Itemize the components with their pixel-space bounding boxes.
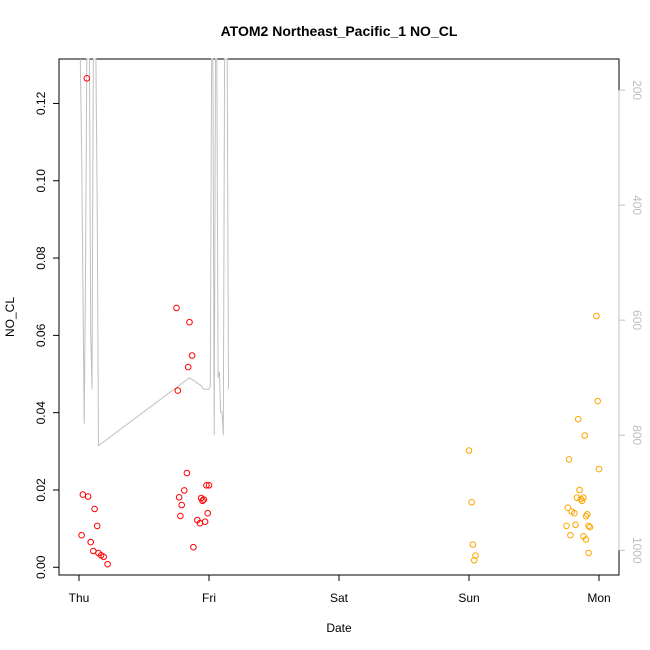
- axes-layer: Thu Fri Sat Sun Mon 0.00 0.02 0.04 0.06 0.08 0.10 0…: [34, 80, 644, 605]
- altitude-line-layer: [79, 58, 229, 447]
- data-point-red-8: [100, 553, 107, 561]
- data-point-red-29: [205, 482, 213, 489]
- y-axis-label: NO_CL: [3, 297, 17, 337]
- data-point-red-15: [184, 363, 192, 371]
- data-point-red-21: [177, 512, 184, 520]
- data-point-orange-16: [578, 497, 586, 505]
- data-point-orange-0: [465, 447, 473, 454]
- data-point-red-4: [87, 538, 94, 546]
- data-point-orange-5: [565, 456, 573, 463]
- data-points-layer: [78, 75, 603, 568]
- data-point-red-9: [104, 560, 111, 568]
- data-point-orange-4: [470, 557, 478, 564]
- data-point-orange-26: [593, 312, 600, 320]
- data-point-red-17: [183, 469, 191, 477]
- y2-tick-label-200: 200: [630, 80, 644, 100]
- data-point-orange-20: [584, 511, 591, 518]
- data-point-orange-8: [571, 509, 578, 517]
- data-point-orange-10: [567, 531, 574, 539]
- data-point-orange-25: [585, 549, 592, 557]
- y2-tick-label-600: 600: [630, 310, 644, 330]
- y-tick-label-0.00: 0.00: [34, 555, 48, 579]
- y-tick-label-0.02: 0.02: [34, 478, 48, 502]
- plot-frame: [58, 58, 620, 576]
- data-point-red-20: [178, 501, 185, 509]
- data-point-red-28: [203, 482, 210, 489]
- data-point-red-1: [84, 493, 92, 500]
- data-point-red-31: [190, 543, 197, 551]
- data-point-red-16: [174, 387, 182, 394]
- y2-tick-label-400: 400: [630, 195, 644, 215]
- data-point-orange-3: [472, 552, 479, 560]
- data-point-orange-24: [582, 536, 590, 543]
- data-point-red-26: [200, 496, 208, 503]
- data-point-red-27: [201, 518, 209, 526]
- data-point-orange-28: [595, 465, 603, 473]
- data-point-red-30: [204, 509, 211, 517]
- x-axis-label: Date: [326, 621, 352, 635]
- data-point-red-13: [186, 318, 193, 326]
- x-tick-label-Sun: Sun: [458, 591, 479, 605]
- data-point-red-3: [93, 522, 101, 530]
- data-point-red-14: [188, 352, 196, 359]
- altitude-line: [79, 58, 229, 447]
- data-point-orange-6: [564, 504, 572, 512]
- data-point-orange-11: [572, 521, 579, 529]
- x-tick-label-Thu: Thu: [69, 591, 90, 605]
- data-point-red-25: [199, 497, 206, 505]
- data-point-orange-18: [581, 432, 589, 439]
- data-point-orange-12: [573, 494, 581, 502]
- data-point-red-18: [175, 494, 183, 501]
- data-point-orange-13: [574, 415, 582, 423]
- data-point-orange-17: [580, 494, 587, 502]
- x-tick-label-Mon: Mon: [587, 591, 610, 605]
- chart-title: ATOM2 Northeast_Pacific_1 NO_CL: [221, 23, 458, 39]
- data-point-red-10: [78, 531, 85, 539]
- y2-tick-label-1000: 1000: [630, 537, 644, 564]
- y-tick-label-0.12: 0.12: [34, 91, 48, 115]
- x-tick-label-Fri: Fri: [202, 591, 216, 605]
- data-point-red-11: [83, 75, 91, 82]
- data-point-orange-1: [468, 499, 475, 506]
- data-point-red-2: [91, 505, 98, 513]
- data-point-red-19: [181, 487, 188, 494]
- data-point-orange-19: [582, 512, 590, 520]
- x-tick-label-Sat: Sat: [330, 591, 349, 605]
- data-point-orange-22: [586, 523, 594, 531]
- y-tick-label-0.04: 0.04: [34, 401, 48, 425]
- data-point-red-12: [173, 304, 180, 312]
- y2-tick-label-800: 800: [630, 425, 644, 445]
- data-point-orange-9: [563, 522, 570, 530]
- data-point-orange-14: [576, 486, 583, 494]
- data-point-orange-21: [585, 522, 592, 530]
- data-point-orange-27: [594, 397, 602, 405]
- y-tick-label-0.10: 0.10: [34, 169, 48, 193]
- y-tick-label-0.06: 0.06: [34, 323, 48, 347]
- data-point-orange-2: [469, 541, 477, 548]
- y-tick-label-0.08: 0.08: [34, 246, 48, 270]
